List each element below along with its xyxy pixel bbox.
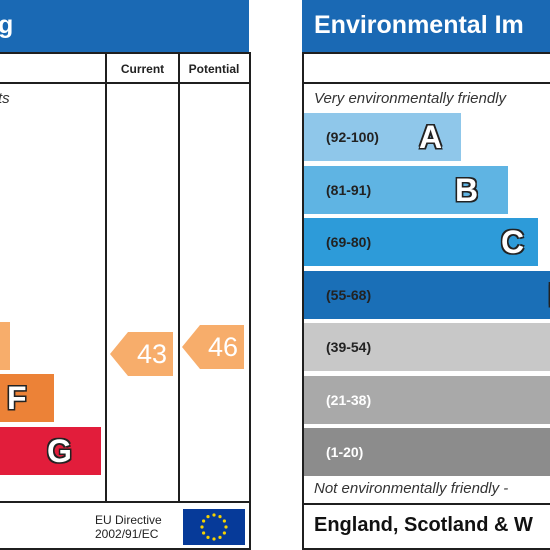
eu-flag-icon xyxy=(183,509,245,545)
eu-star-icon xyxy=(202,531,206,535)
potential-rating-arrow: 46 xyxy=(182,325,244,369)
environmental-band-c-letter: C xyxy=(501,224,525,260)
environmental-band-f-bar xyxy=(304,375,550,424)
environmental-band-c: (69-80) C xyxy=(304,218,550,266)
energy-frame xyxy=(0,52,251,550)
environmental-band-a-bar xyxy=(304,113,461,161)
environmental-header-title: Environmental Im xyxy=(314,11,524,39)
potential-rating-value: 46 xyxy=(207,332,238,362)
environmental-band-g-range: (1-20) xyxy=(326,444,364,460)
environmental-band-e: (39-54) xyxy=(304,323,550,371)
environmental-band-g: (1-20) xyxy=(304,428,550,476)
potential-arrow-shape xyxy=(182,325,244,369)
environmental-band-d-letter: D xyxy=(548,271,550,319)
energy-band-f: F xyxy=(0,374,104,422)
eu-star-icon xyxy=(202,519,206,523)
environmental-band-d: (55-68) D xyxy=(304,270,550,319)
energy-divider-potential xyxy=(178,52,180,502)
environmental-band-a-letter: A xyxy=(419,119,443,155)
environmental-band-g-bar xyxy=(304,428,550,476)
environmental-bottom-note: Not environmentally friendly - xyxy=(314,480,509,497)
environmental-colhdr-line xyxy=(302,82,550,84)
environmental-band-f: (21-38) xyxy=(304,375,550,424)
environmental-footer-region: England, Scotland & W xyxy=(314,514,533,536)
eu-directive-line2: 2002/91/EC xyxy=(95,527,159,541)
energy-band-f-bar xyxy=(0,374,54,422)
environmental-band-c-bar xyxy=(304,218,538,266)
energy-col-current: Current xyxy=(120,62,165,76)
eu-star-icon xyxy=(212,513,216,517)
eu-directive-text: EU Directive 2002/91/EC xyxy=(95,513,162,541)
energy-top-note: ts xyxy=(0,90,10,107)
environmental-band-e-range: (39-54) xyxy=(326,339,372,355)
eu-star-icon xyxy=(224,525,228,529)
energy-colhdr-line xyxy=(0,82,250,84)
environmental-band-e-bar xyxy=(304,323,550,371)
environmental-band-c-range: (69-80) xyxy=(326,234,372,250)
energy-divider-current xyxy=(105,52,107,502)
energy-header: g xyxy=(0,0,249,52)
energy-band-g-bar xyxy=(0,427,101,475)
environmental-band-d-range: (55-68) xyxy=(326,286,372,303)
environmental-band-b-letter: B xyxy=(455,171,479,208)
eu-star-icon xyxy=(200,525,204,529)
environmental-band-f-range: (21-38) xyxy=(326,391,372,408)
environmental-impact-panel: Environmental Im Very environmentally fr… xyxy=(302,0,550,550)
eu-directive-line1: EU Directive xyxy=(95,513,162,527)
environmental-band-a: (92-100) A xyxy=(304,113,550,161)
environmental-footer-line xyxy=(302,503,550,505)
energy-band-f-letter: F xyxy=(7,380,27,416)
current-rating-value: 43 xyxy=(136,339,167,369)
eu-star-icon xyxy=(206,515,210,519)
environmental-band-a-range: (92-100) xyxy=(326,129,379,145)
environmental-header: Environmental Im xyxy=(302,0,550,52)
current-arrow-shape xyxy=(110,332,173,376)
eu-star-icon xyxy=(222,519,226,523)
energy-header-title: g xyxy=(0,11,14,39)
eu-star-icon xyxy=(222,531,226,535)
eu-star-icon xyxy=(218,535,222,539)
environmental-band-d-bar xyxy=(304,270,550,319)
energy-band-g: G xyxy=(0,427,104,475)
energy-band-g-letter: G xyxy=(47,433,72,469)
energy-band-e-bar xyxy=(0,322,10,370)
environmental-top-note: Very environmentally friendly xyxy=(314,90,507,107)
energy-band-e xyxy=(0,322,104,370)
energy-rating-panel: g Current Potential ts F G 43 46 EU Dire… xyxy=(0,0,252,550)
current-rating-arrow: 43 xyxy=(110,332,173,376)
environmental-band-b-range: (81-91) xyxy=(326,181,372,198)
energy-col-potential: Potential xyxy=(188,62,240,76)
environmental-band-b: (81-91) B xyxy=(304,165,550,214)
environmental-band-b-bar xyxy=(304,165,508,214)
eu-star-icon xyxy=(218,515,222,519)
environmental-frame xyxy=(302,52,550,550)
eu-star-icon xyxy=(206,535,210,539)
eu-star-icon xyxy=(212,537,216,541)
environmental-bands: (92-100) A (81-91) B (69-80) C (55-68) D (39-54)… xyxy=(302,0,550,550)
energy-footer-line xyxy=(0,501,250,503)
